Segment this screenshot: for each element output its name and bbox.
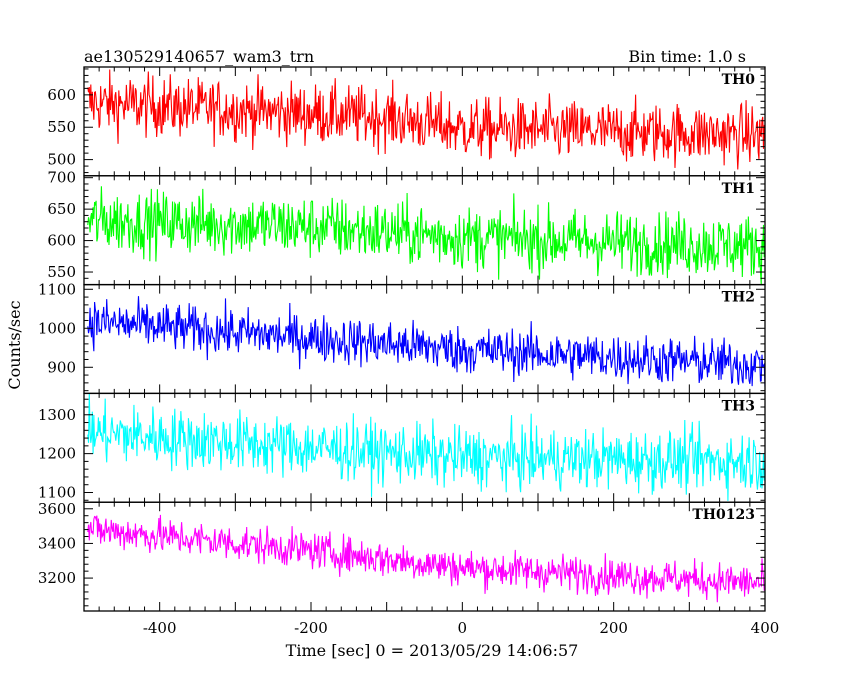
y-tick-label: 3600 — [38, 500, 76, 518]
y-tick-label: 600 — [47, 86, 76, 104]
x-tick-label: 0 — [458, 619, 468, 637]
panel-frame-th0123 — [83, 501, 766, 612]
x-axis-label: Time [sec] 0 = 2013/05/29 14:06:57 — [286, 641, 579, 660]
y-tick-label: 1100 — [38, 280, 76, 298]
header-object-name: ae130529140657_wam3_trn — [84, 47, 314, 66]
series-line-th3 — [87, 393, 765, 501]
y-tick-label: 1200 — [38, 445, 76, 463]
panels-group: 500 550 600 TH0 550 600 650 700 TH1 900 1000 1100 TH… — [38, 66, 780, 637]
y-tick-label: 550 — [47, 263, 76, 281]
y-tick-label: 1100 — [38, 483, 76, 501]
y-tick-label: 3200 — [38, 569, 76, 587]
panel-label-th3: TH3 — [722, 398, 755, 414]
panel-label-th1: TH1 — [722, 181, 755, 197]
x-tick-label: 200 — [599, 619, 628, 637]
y-tick-label: 900 — [47, 358, 76, 376]
y-tick-label: 1000 — [38, 319, 76, 337]
panel-label-th2: TH2 — [722, 290, 755, 306]
y-axis-label: Counts/sec — [5, 300, 24, 389]
header-bin-time: Bin time: 1.0 s — [628, 47, 746, 66]
series-line-th1 — [87, 186, 765, 285]
y-tick-label: 650 — [47, 200, 76, 218]
y-tick-label: 500 — [47, 151, 76, 169]
x-tick-label: -400 — [143, 619, 177, 637]
series-line-th0123 — [87, 514, 765, 603]
y-tick-label: 1300 — [38, 406, 76, 424]
y-tick-label: 600 — [47, 232, 76, 250]
y-tick-label: 700 — [47, 169, 76, 187]
y-tick-label: 3400 — [38, 534, 76, 552]
y-tick-label: 550 — [47, 118, 76, 136]
panel-label-th0123: TH0123 — [692, 507, 755, 523]
panel-label-th0: TH0 — [722, 72, 756, 88]
x-tick-label: 400 — [751, 619, 780, 637]
series-line-th2 — [87, 296, 765, 387]
series-line-th0 — [87, 69, 765, 170]
x-tick-label: -200 — [294, 619, 328, 637]
panel-frame-th2 — [83, 283, 766, 395]
